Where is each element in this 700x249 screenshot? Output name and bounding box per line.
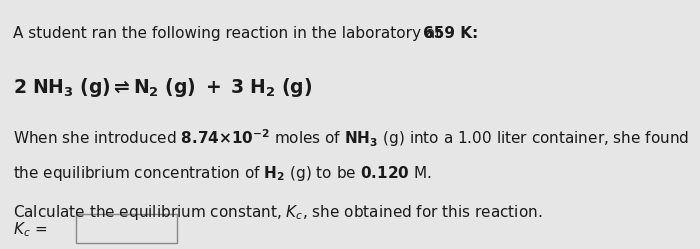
Text: $\mathbf{2\ NH_3\ (g) \rightleftharpoons N_2\ (g)\ +\ 3\ H_2\ (g)}$: $\mathbf{2\ NH_3\ (g) \rightleftharpoons… <box>13 76 312 99</box>
Text: $K_c$ =: $K_c$ = <box>13 220 47 239</box>
FancyBboxPatch shape <box>76 214 177 243</box>
Text: the equilibrium concentration of $\mathbf{H_2}$ (g) to be $\mathbf{0.120}$ M.: the equilibrium concentration of $\mathb… <box>13 164 431 183</box>
Text: Calculate the equilibrium constant, $K_c$, she obtained for this reaction.: Calculate the equilibrium constant, $K_c… <box>13 203 542 222</box>
Text: When she introduced $\mathbf{8.74{\times}10^{-2}}$ moles of $\mathbf{NH_3}$ (g) : When she introduced $\mathbf{8.74{\times… <box>13 127 689 149</box>
Text: 659 K:: 659 K: <box>423 26 478 41</box>
Text: A student ran the following reaction in the laboratory at: A student ran the following reaction in … <box>13 26 446 41</box>
